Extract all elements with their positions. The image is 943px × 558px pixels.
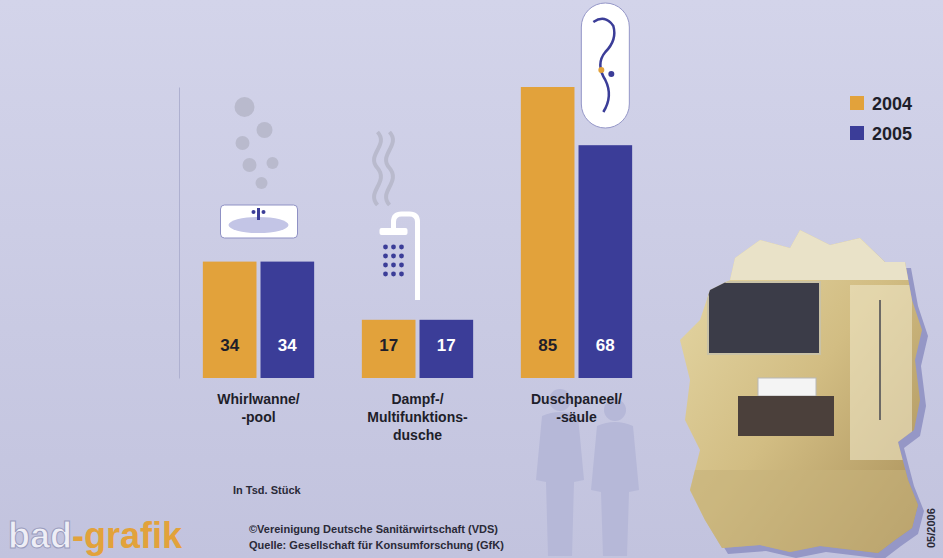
x-tick-label-line: Multifunktions-: [367, 409, 468, 425]
y-axis-line: [179, 88, 180, 379]
tub: [221, 205, 298, 238]
legend-label: 2004: [872, 94, 912, 114]
x-tick-label: Dampf-/ Multifunktions-dusche: [367, 391, 468, 443]
bars: [203, 87, 632, 378]
chart-container: 34 17 85 34 17 68 Whirlwanne/ -pool Dampf-/ Multi…: [0, 0, 943, 558]
shower-drop: [391, 263, 396, 268]
legend-swatch: [850, 126, 864, 140]
floor: [680, 470, 940, 558]
people-silhouette: [536, 389, 639, 556]
shower-drop: [391, 272, 396, 277]
shower-head: [380, 228, 408, 235]
panel-knob: [608, 71, 614, 77]
x-tick-label-line: Duschpaneel/: [531, 391, 622, 407]
source-note: Quelle: Gesellschaft für Konsumforschung…: [249, 539, 504, 551]
x-tick-label-line: Dampf-/: [391, 391, 443, 407]
shower-pipe: [394, 214, 418, 300]
shower-drop: [399, 254, 404, 259]
data-label: 85: [538, 336, 557, 355]
data-label: 34: [278, 336, 297, 355]
logo: bad-grafik: [8, 515, 183, 556]
unit-note: In Tsd. Stück: [233, 484, 302, 496]
shower-panel: [581, 3, 629, 128]
x-tick: Dampf-/ Multifunktions-dusche: [367, 378, 468, 443]
bar: [261, 262, 315, 378]
sink: [758, 378, 816, 396]
shower-dots: [383, 245, 404, 277]
shower-bar: [879, 300, 881, 420]
data-label: 17: [437, 336, 456, 355]
data-label: 34: [220, 336, 239, 355]
data-labels: 34 17 85 34 17 68: [220, 336, 615, 355]
x-tick: Duschpaneel/ -säule: [531, 378, 622, 425]
logo-part: bad: [8, 515, 72, 556]
bubble: [243, 158, 257, 172]
x-tick-label: Duschpaneel/ -säule: [531, 391, 622, 425]
legend: 2004 2005: [850, 94, 912, 144]
x-tick-label: Whirlwanne/ -pool: [217, 391, 300, 425]
bubble: [236, 136, 250, 150]
steam: [386, 132, 393, 205]
bar-series: [261, 145, 633, 378]
legend-label: 2005: [872, 124, 912, 144]
bar: [521, 87, 575, 378]
x-tick-label-line: dusche: [393, 427, 442, 443]
y-axis: [179, 88, 180, 379]
map-photo: [680, 228, 940, 558]
shower-drop: [383, 263, 388, 268]
x-tick: Whirlwanne/ -pool: [217, 378, 300, 425]
x-tick-label-line: -säule: [556, 409, 597, 425]
legend-item: 2005: [850, 124, 912, 144]
footer: In Tsd. Stück ©Vereinigung Deutsche Sanit…: [8, 484, 937, 556]
shower-drop: [399, 245, 404, 250]
person-body: [591, 422, 639, 556]
bar: [203, 262, 257, 378]
shower-glass: [850, 285, 912, 460]
shower-panel-hose: [593, 19, 614, 112]
shower-drop: [383, 245, 388, 250]
bubbles: [235, 97, 279, 189]
shower-drop: [391, 254, 396, 259]
bubble: [267, 157, 279, 169]
source-note: ©Vereinigung Deutsche Sanitärwirtschaft …: [249, 523, 498, 535]
bathroom-scene: [680, 228, 940, 558]
tub-knob: [262, 210, 266, 214]
logo-part: -grafik: [72, 515, 183, 556]
shower-drop: [383, 272, 388, 277]
bubble: [257, 122, 273, 138]
date-note: 05/2006: [925, 508, 937, 548]
person-body: [536, 412, 584, 556]
x-tick-label-line: Whirlwanne/: [217, 391, 300, 407]
legend-item: 2004: [850, 94, 912, 114]
x-axis: Whirlwanne/ -pool Dampf-/ Multifunktions-du…: [180, 378, 657, 443]
shower-drop: [383, 254, 388, 259]
legend-swatch: [850, 96, 864, 110]
shower-drop: [399, 272, 404, 277]
shower-drop: [399, 263, 404, 268]
data-label: 68: [596, 336, 615, 355]
chart-svg: 34 17 85 34 17 68 Whirlwanne/ -pool Dampf-/ Multi…: [0, 0, 943, 558]
ceiling: [680, 228, 940, 280]
bar: [579, 145, 633, 378]
bar: [362, 320, 416, 378]
bubble: [235, 97, 255, 117]
mirror: [708, 282, 820, 354]
shower-drop: [391, 245, 396, 250]
bar: [420, 320, 474, 378]
bubble: [256, 177, 268, 189]
tub-faucet: [257, 208, 260, 220]
tub-knob: [252, 210, 256, 214]
steam: [374, 132, 381, 205]
x-axis-line: [180, 378, 657, 379]
x-tick-label-line: -pool: [241, 409, 275, 425]
bar-series: [203, 87, 575, 378]
panel-knob: [598, 67, 604, 73]
data-label: 17: [379, 336, 398, 355]
cabinet: [738, 396, 834, 436]
